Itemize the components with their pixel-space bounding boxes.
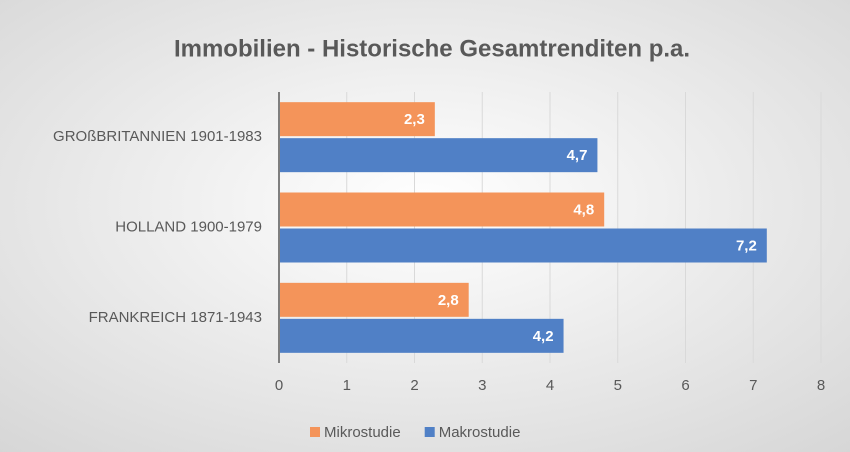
x-tick-label: 3 [478, 377, 486, 394]
value-label: 4,8 [573, 201, 594, 218]
x-tick-label: 5 [614, 377, 622, 394]
bar [279, 138, 598, 173]
x-tick-label: 1 [343, 377, 351, 394]
value-label: 4,7 [567, 147, 588, 164]
y-tick-label: HOLLAND 1900-1979 [115, 218, 262, 235]
legend-swatch [424, 427, 435, 437]
y-tick-label: FRANKREICH 1871-1943 [89, 309, 262, 326]
x-tick-label: 0 [275, 377, 283, 394]
bar [279, 318, 564, 353]
legend-swatch [310, 427, 320, 437]
legend-label: Mikrostudie [324, 424, 401, 441]
bar [279, 228, 767, 263]
value-label: 4,2 [533, 328, 554, 345]
bar [279, 282, 469, 317]
x-tick-label: 2 [410, 377, 418, 394]
y-tick-label: GROßBRITANNIEN 1901-1983 [53, 128, 262, 145]
value-label: 7,2 [736, 237, 757, 254]
x-tick-label: 4 [546, 377, 554, 394]
bar [279, 102, 435, 137]
x-tick-label: 6 [681, 377, 689, 394]
x-tick-label: 8 [817, 377, 825, 394]
x-tick-label: 7 [749, 377, 757, 394]
value-label: 2,8 [438, 292, 459, 309]
bar [279, 192, 605, 227]
legend-label: Makrostudie [439, 424, 521, 441]
value-label: 2,3 [404, 111, 425, 128]
chart-title: Immobilien - Historische Gesamtrenditen … [174, 35, 690, 62]
